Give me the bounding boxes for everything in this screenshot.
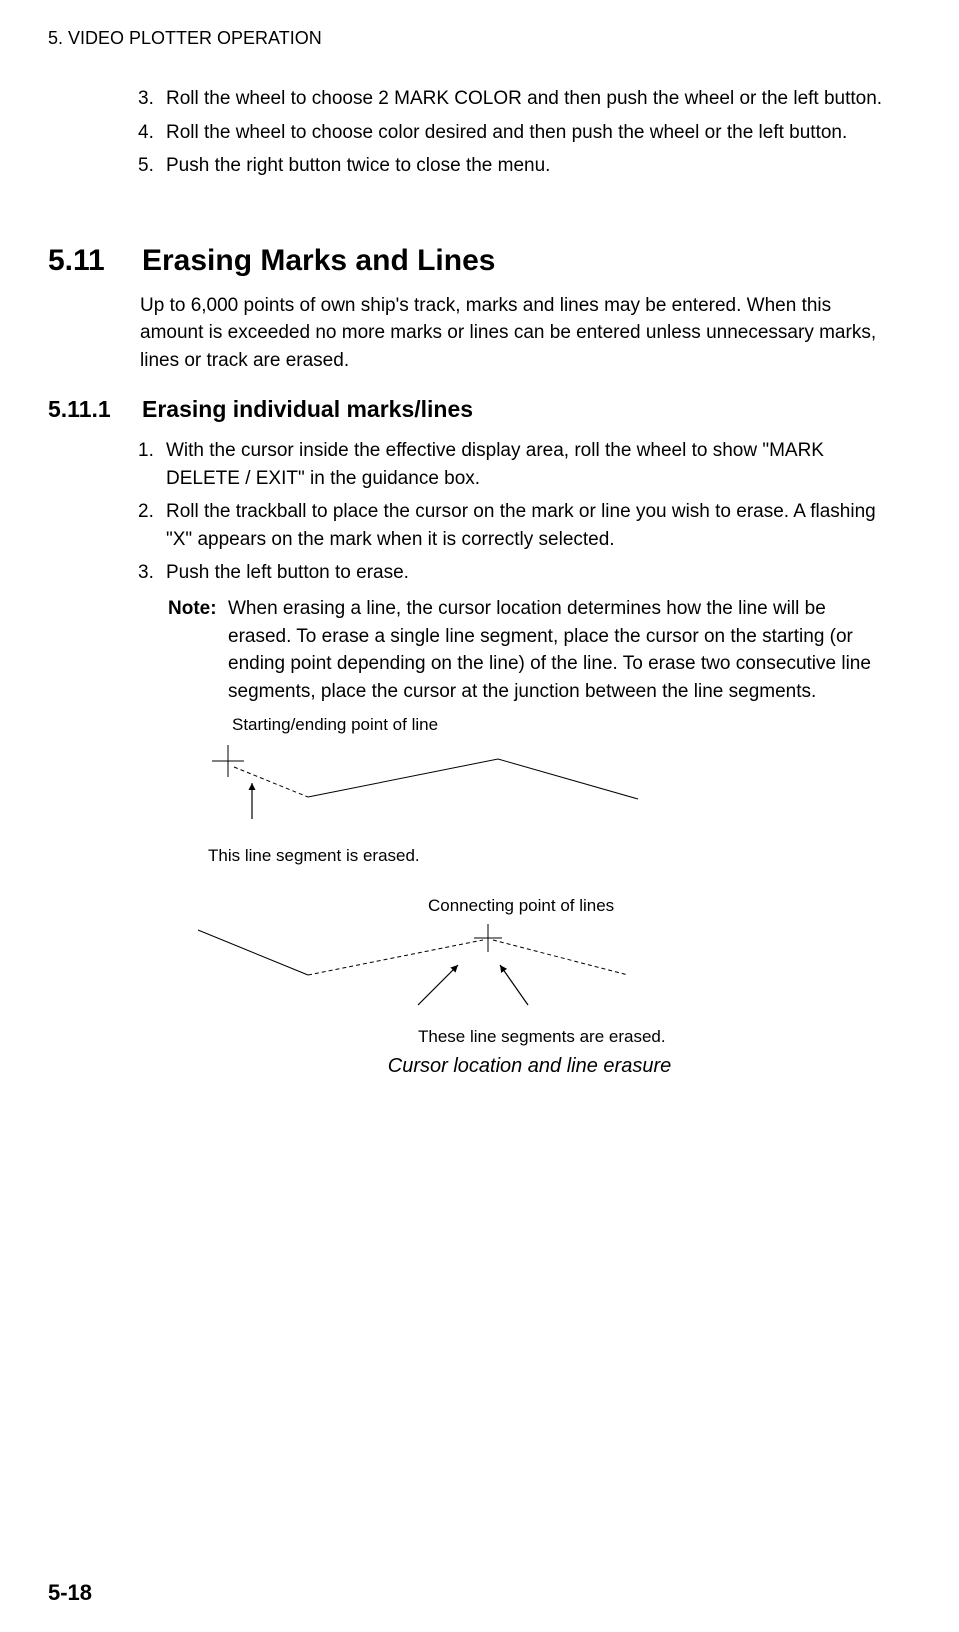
section-number: 5.11: [48, 244, 142, 278]
list-item-text: With the cursor inside the effective dis…: [166, 437, 911, 492]
list-item-number: 5.: [138, 152, 166, 180]
diagram-2: [188, 920, 911, 1025]
subsection-number: 5.11.1: [48, 396, 142, 423]
figure-caption: Cursor location and line erasure: [148, 1055, 911, 1078]
list-item-text: Roll the trackball to place the cursor o…: [166, 498, 911, 553]
list-item: 3.Push the left button to erase.: [138, 559, 911, 587]
page: 5. VIDEO PLOTTER OPERATION 3.Roll the wh…: [0, 0, 959, 1632]
list-item: 5.Push the right button twice to close t…: [138, 152, 911, 180]
note-text: When erasing a line, the cursor location…: [228, 595, 891, 705]
list-item-number: 4.: [138, 119, 166, 147]
cross-marker-icon: [474, 924, 502, 952]
list-item-number: 3.: [138, 85, 166, 113]
erased-segment: [234, 767, 308, 797]
section-title: Erasing Marks and Lines: [142, 244, 495, 278]
list-item: 3.Roll the wheel to choose 2 MARK COLOR …: [138, 85, 911, 113]
list-item-text: Roll the wheel to choose color desired a…: [166, 119, 911, 147]
erased-segments: [308, 940, 628, 975]
note-label: Note:: [168, 595, 228, 705]
diagram-1: [188, 739, 911, 844]
subsection-title: Erasing individual marks/lines: [142, 396, 473, 423]
page-number: 5-18: [48, 1580, 92, 1606]
subsection-heading: 5.11.1 Erasing individual marks/lines: [48, 396, 911, 423]
list-item: 2.Roll the trackball to place the cursor…: [138, 498, 911, 553]
list-item-number: 3.: [138, 559, 166, 587]
list-item-text: Roll the wheel to choose 2 MARK COLOR an…: [166, 85, 911, 113]
figure: Starting/ending point of line This line …: [188, 715, 911, 1078]
chapter-header: 5. VIDEO PLOTTER OPERATION: [48, 28, 911, 49]
list-item-text: Push the right button twice to close the…: [166, 152, 911, 180]
list-item: 1.With the cursor inside the effective d…: [138, 437, 911, 492]
arrow-icon: [418, 965, 458, 1005]
note-block: Note: When erasing a line, the cursor lo…: [168, 595, 911, 705]
solid-line: [308, 759, 638, 799]
section-body: Up to 6,000 points of own ship's track, …: [140, 292, 911, 375]
solid-line: [198, 930, 308, 975]
cross-marker-icon: [212, 745, 244, 777]
figure-label-mid2: Connecting point of lines: [428, 896, 911, 916]
list-item-number: 1.: [138, 437, 166, 492]
list-item-text: Push the left button to erase.: [166, 559, 911, 587]
top-ordered-list: 3.Roll the wheel to choose 2 MARK COLOR …: [48, 85, 911, 180]
list-item-number: 2.: [138, 498, 166, 553]
arrow-icon: [500, 965, 528, 1005]
figure-label-bottom: These line segments are erased.: [418, 1027, 911, 1047]
section-heading: 5.11 Erasing Marks and Lines: [48, 244, 911, 278]
diagram-1-svg: [188, 739, 688, 839]
figure-label-top: Starting/ending point of line: [232, 715, 911, 735]
diagram-2-svg: [188, 920, 688, 1020]
figure-label-mid1: This line segment is erased.: [208, 846, 911, 866]
list-item: 4.Roll the wheel to choose color desired…: [138, 119, 911, 147]
subsection-ordered-list: 1.With the cursor inside the effective d…: [48, 437, 911, 587]
